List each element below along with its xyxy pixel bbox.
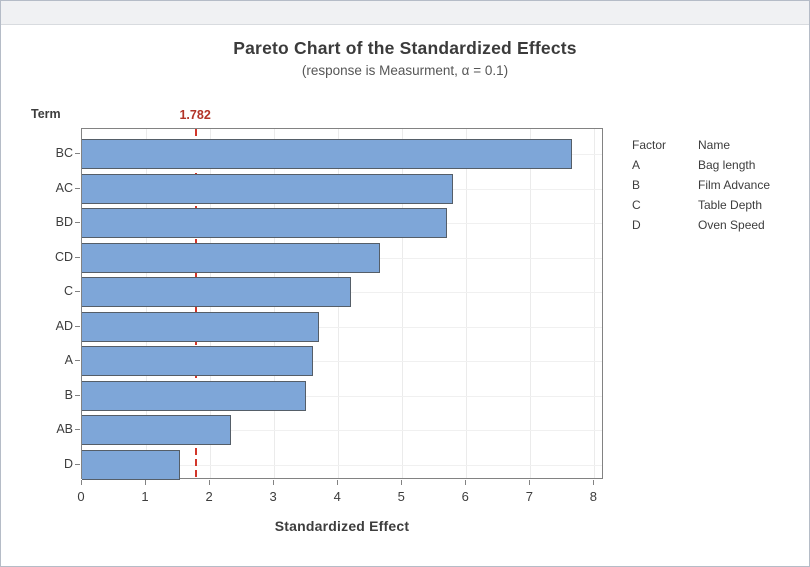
gridline-horizontal xyxy=(82,395,602,397)
gridline-horizontal xyxy=(82,464,602,466)
gridline-vertical xyxy=(466,129,468,478)
y-axis-title: Term xyxy=(31,107,61,121)
legend-factor: C xyxy=(632,198,641,212)
y-label-C: C xyxy=(63,284,73,298)
gridline-vertical xyxy=(530,129,532,478)
y-tick xyxy=(75,429,80,430)
legend-factor: D xyxy=(632,218,641,232)
y-label-AC: AC xyxy=(55,180,73,195)
y-tick xyxy=(75,325,80,327)
legend-factor: B xyxy=(632,178,641,192)
x-tick-label-8: 8 xyxy=(589,489,597,504)
bar-BC xyxy=(82,139,572,169)
y-tick xyxy=(75,394,80,396)
x-tick xyxy=(145,480,147,485)
y-tick xyxy=(75,187,80,189)
bar-AC xyxy=(82,173,454,204)
y-tick xyxy=(75,291,80,292)
gridline-horizontal xyxy=(82,430,602,431)
factor-legend: Factor Name A Bag length B Film Advance … xyxy=(632,138,770,238)
x-tick-label-7: 7 xyxy=(525,489,533,504)
x-tick-label-2: 2 xyxy=(205,489,213,504)
bar-AD xyxy=(82,311,319,342)
chart-title: Pareto Chart of the Standardized Effects xyxy=(233,38,577,58)
bar-C xyxy=(82,277,351,307)
x-tick-label-4: 4 xyxy=(333,489,341,504)
gridline-vertical xyxy=(594,129,596,478)
y-label-D: D xyxy=(63,456,73,471)
legend-name: Film Advance xyxy=(698,178,771,192)
legend-row: B Film Advance xyxy=(632,178,770,198)
bar-B xyxy=(82,380,307,411)
x-tick xyxy=(465,480,467,485)
x-tick-label-0: 0 xyxy=(77,489,85,504)
bar-D xyxy=(82,449,180,480)
plot-area xyxy=(81,128,603,480)
legend-name: Bag length xyxy=(698,158,756,172)
y-tick xyxy=(75,153,80,154)
y-label-B: B xyxy=(64,387,73,402)
y-label-BC: BC xyxy=(55,146,73,160)
x-tick-label-5: 5 xyxy=(397,489,405,504)
window-titlebar xyxy=(1,1,809,25)
reference-line-label: 1.782 xyxy=(179,108,211,122)
legend-row: D Oven Speed xyxy=(632,218,770,238)
legend-factor: A xyxy=(632,158,641,172)
legend-header-factor: Factor xyxy=(632,138,667,152)
y-label-AB: AB xyxy=(56,422,73,436)
x-tick xyxy=(401,480,403,485)
legend-name: Oven Speed xyxy=(698,218,765,232)
y-tick xyxy=(75,360,80,361)
x-tick xyxy=(209,480,211,485)
y-label-BD: BD xyxy=(55,215,73,229)
legend-header-row: Factor Name xyxy=(632,138,770,158)
x-tick xyxy=(593,480,595,485)
x-tick xyxy=(529,480,531,485)
gridline-vertical xyxy=(402,129,404,478)
gridline-horizontal xyxy=(82,361,602,362)
legend-row: A Bag length xyxy=(632,158,770,178)
y-label-CD: CD xyxy=(54,249,73,264)
bar-CD xyxy=(82,242,380,273)
y-label-AD: AD xyxy=(55,318,73,333)
chart-subtitle: (response is Measurment, α = 0.1) xyxy=(301,63,509,78)
bar-AB xyxy=(82,415,232,445)
x-tick xyxy=(337,480,339,485)
y-tick xyxy=(75,222,80,223)
y-tick xyxy=(75,463,80,465)
legend-header-name: Name xyxy=(698,138,731,152)
gridline-horizontal xyxy=(82,326,602,328)
legend-row: C Table Depth xyxy=(632,198,770,218)
x-axis-title: Standardized Effect xyxy=(274,518,410,534)
y-tick xyxy=(75,256,80,258)
y-label-A: A xyxy=(64,353,73,367)
bar-A xyxy=(82,346,313,376)
x-tick-label-6: 6 xyxy=(461,489,469,504)
x-tick-label-3: 3 xyxy=(269,489,277,504)
x-tick-label-1: 1 xyxy=(141,489,149,504)
x-tick xyxy=(273,480,275,485)
x-tick xyxy=(81,480,82,485)
legend-name: Table Depth xyxy=(698,198,763,212)
bar-BD xyxy=(82,208,448,238)
